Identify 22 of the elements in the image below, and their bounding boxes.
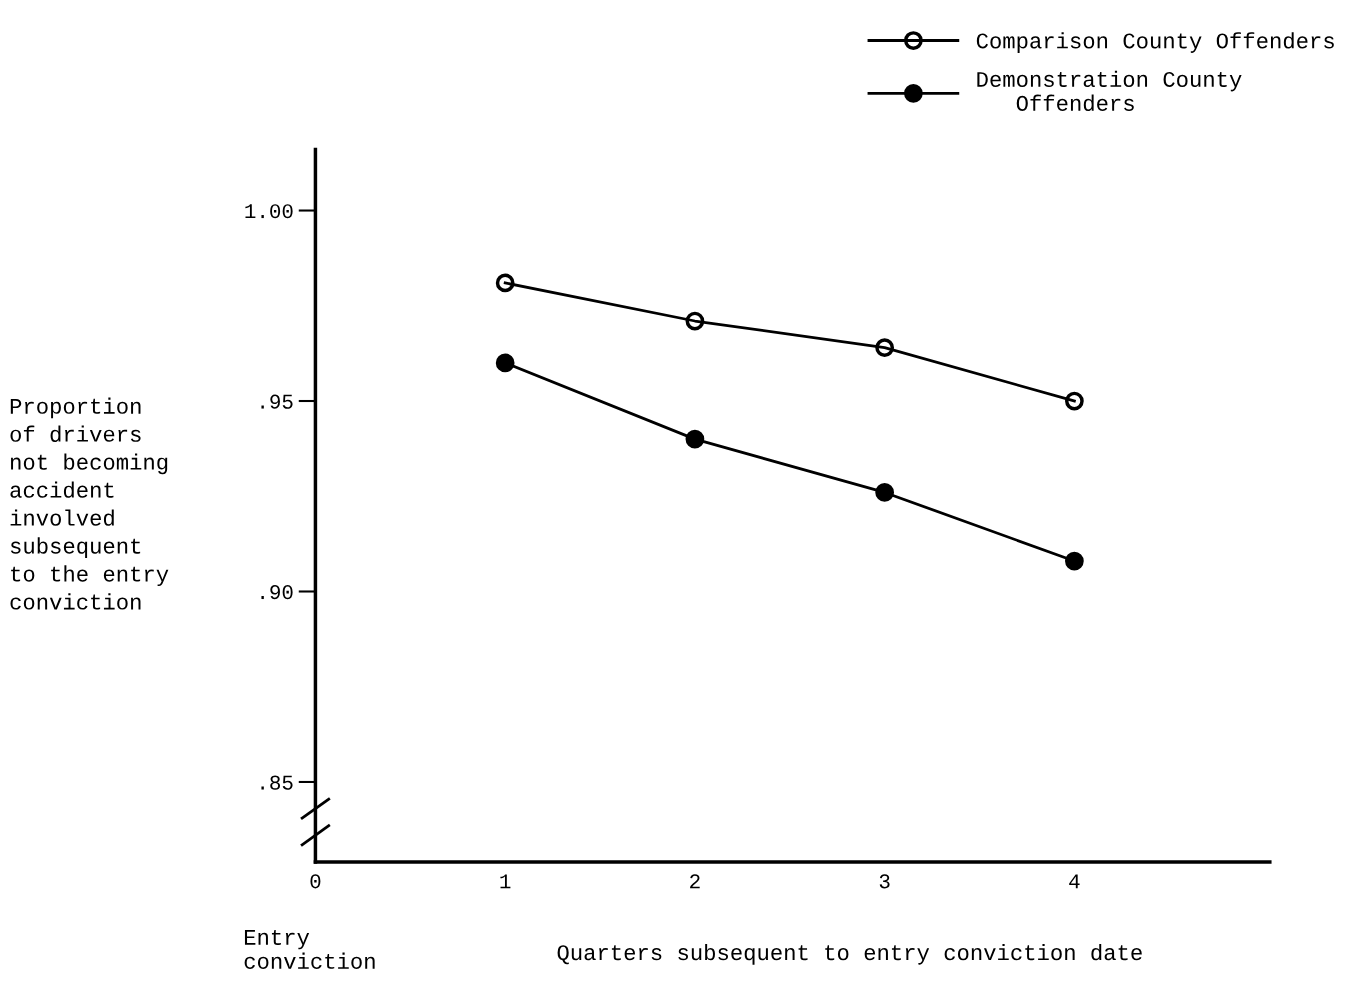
point (1065, 551, 1084, 571)
x-tick-label: 1 (500, 874, 511, 889)
point (685, 311, 705, 331)
point (1065, 391, 1084, 411)
y-axis-title: Proportion of drivers not becoming accident involved subsequent to the entry conviction (10, 397, 169, 610)
point (685, 429, 705, 449)
text: Entry conviction (244, 929, 375, 969)
legend-label: Comparison County Offenders (976, 32, 1334, 53)
y-tick-label: 1.00 (245, 204, 293, 219)
point (495, 273, 515, 293)
point (495, 353, 515, 373)
x-tick-label: 2 (690, 874, 700, 889)
x-tick-label: 3 (879, 874, 890, 889)
y-tick-label: .90 (261, 585, 293, 600)
x-tick-label: 4 (1069, 874, 1080, 889)
y-tick-label: .85 (261, 775, 293, 790)
legend-label: Demonstration County Offenders (977, 70, 1242, 111)
x-axis-title: Quarters subsequent to entry conviction date (557, 943, 1142, 965)
y-tick-label: .95 (261, 394, 293, 409)
point (875, 483, 895, 502)
point (875, 338, 895, 358)
x-tick-label: 0 (310, 874, 321, 889)
